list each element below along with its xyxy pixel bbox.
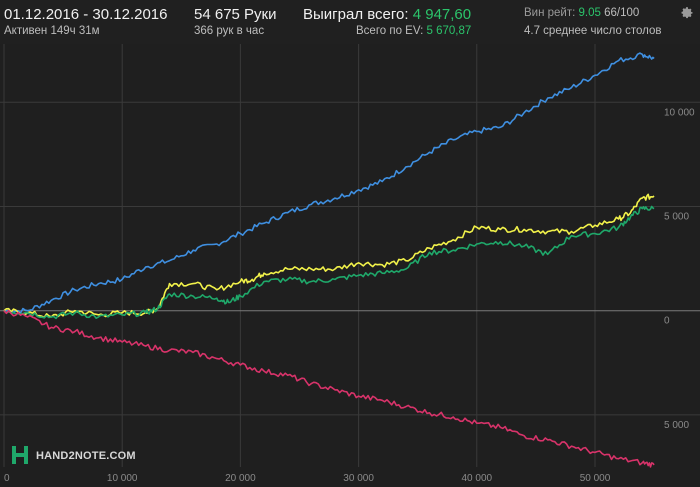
series-line-0 (4, 52, 655, 314)
x-tick-label: 50 000 (580, 473, 611, 484)
won-total: Выиграл всего: 4 947,60 (303, 6, 471, 23)
hands-count: 54 675 Руки (194, 6, 277, 23)
y-tick-label: 5 000 (664, 420, 689, 431)
hand2note-logo-icon (12, 446, 28, 464)
winrate-label: Вин рейт: (524, 7, 576, 19)
chart-axis-labels: 0 10 000 20 000 30 000 40 000 50 000 10 000 5 0… (4, 107, 695, 484)
header-bar: 01.12.2016 - 30.12.2016 Активен 149ч 31м… (0, 0, 700, 44)
profit-chart: 0 10 000 20 000 30 000 40 000 50 000 10 000 5 0… (0, 44, 700, 484)
series-line-2 (3, 205, 655, 320)
won-value: 4 947,60 (412, 6, 472, 23)
series-line-1 (3, 193, 655, 319)
y-tick-label: 0 (664, 316, 670, 327)
chart-grid (0, 44, 700, 467)
x-tick-label: 10 000 (107, 473, 138, 484)
x-tick-label: 30 000 (343, 473, 374, 484)
avg-tables: 4.7 среднее число столов (524, 25, 662, 37)
y-tick-label: 5 000 (664, 211, 689, 222)
series-line-3 (3, 309, 655, 468)
x-tick-label: 0 (4, 473, 10, 484)
x-tick-label: 40 000 (461, 473, 492, 484)
y-tick-label: 10 000 (664, 107, 695, 118)
ev-value: 5 670,87 (426, 25, 472, 37)
chart-series (3, 52, 655, 468)
winrate-bb: 66/100 (604, 7, 640, 19)
won-label: Выиграл всего: (303, 6, 409, 23)
logo-text: HAND2NOTE.COM (36, 450, 136, 462)
winrate-value: 9.05 (578, 7, 601, 19)
x-tick-label: 20 000 (225, 473, 256, 484)
ev-label: Всего по EV: (356, 25, 424, 37)
gear-icon[interactable] (680, 6, 694, 20)
active-time: Активен 149ч 31м (4, 25, 100, 37)
date-range[interactable]: 01.12.2016 - 30.12.2016 (4, 6, 168, 23)
winrate: Вин рейт: 9.05 66/100 (524, 7, 639, 19)
ev-total: Всего по EV: 5 670,87 (356, 25, 471, 37)
hands-per-hour: 366 рук в час (194, 25, 265, 37)
